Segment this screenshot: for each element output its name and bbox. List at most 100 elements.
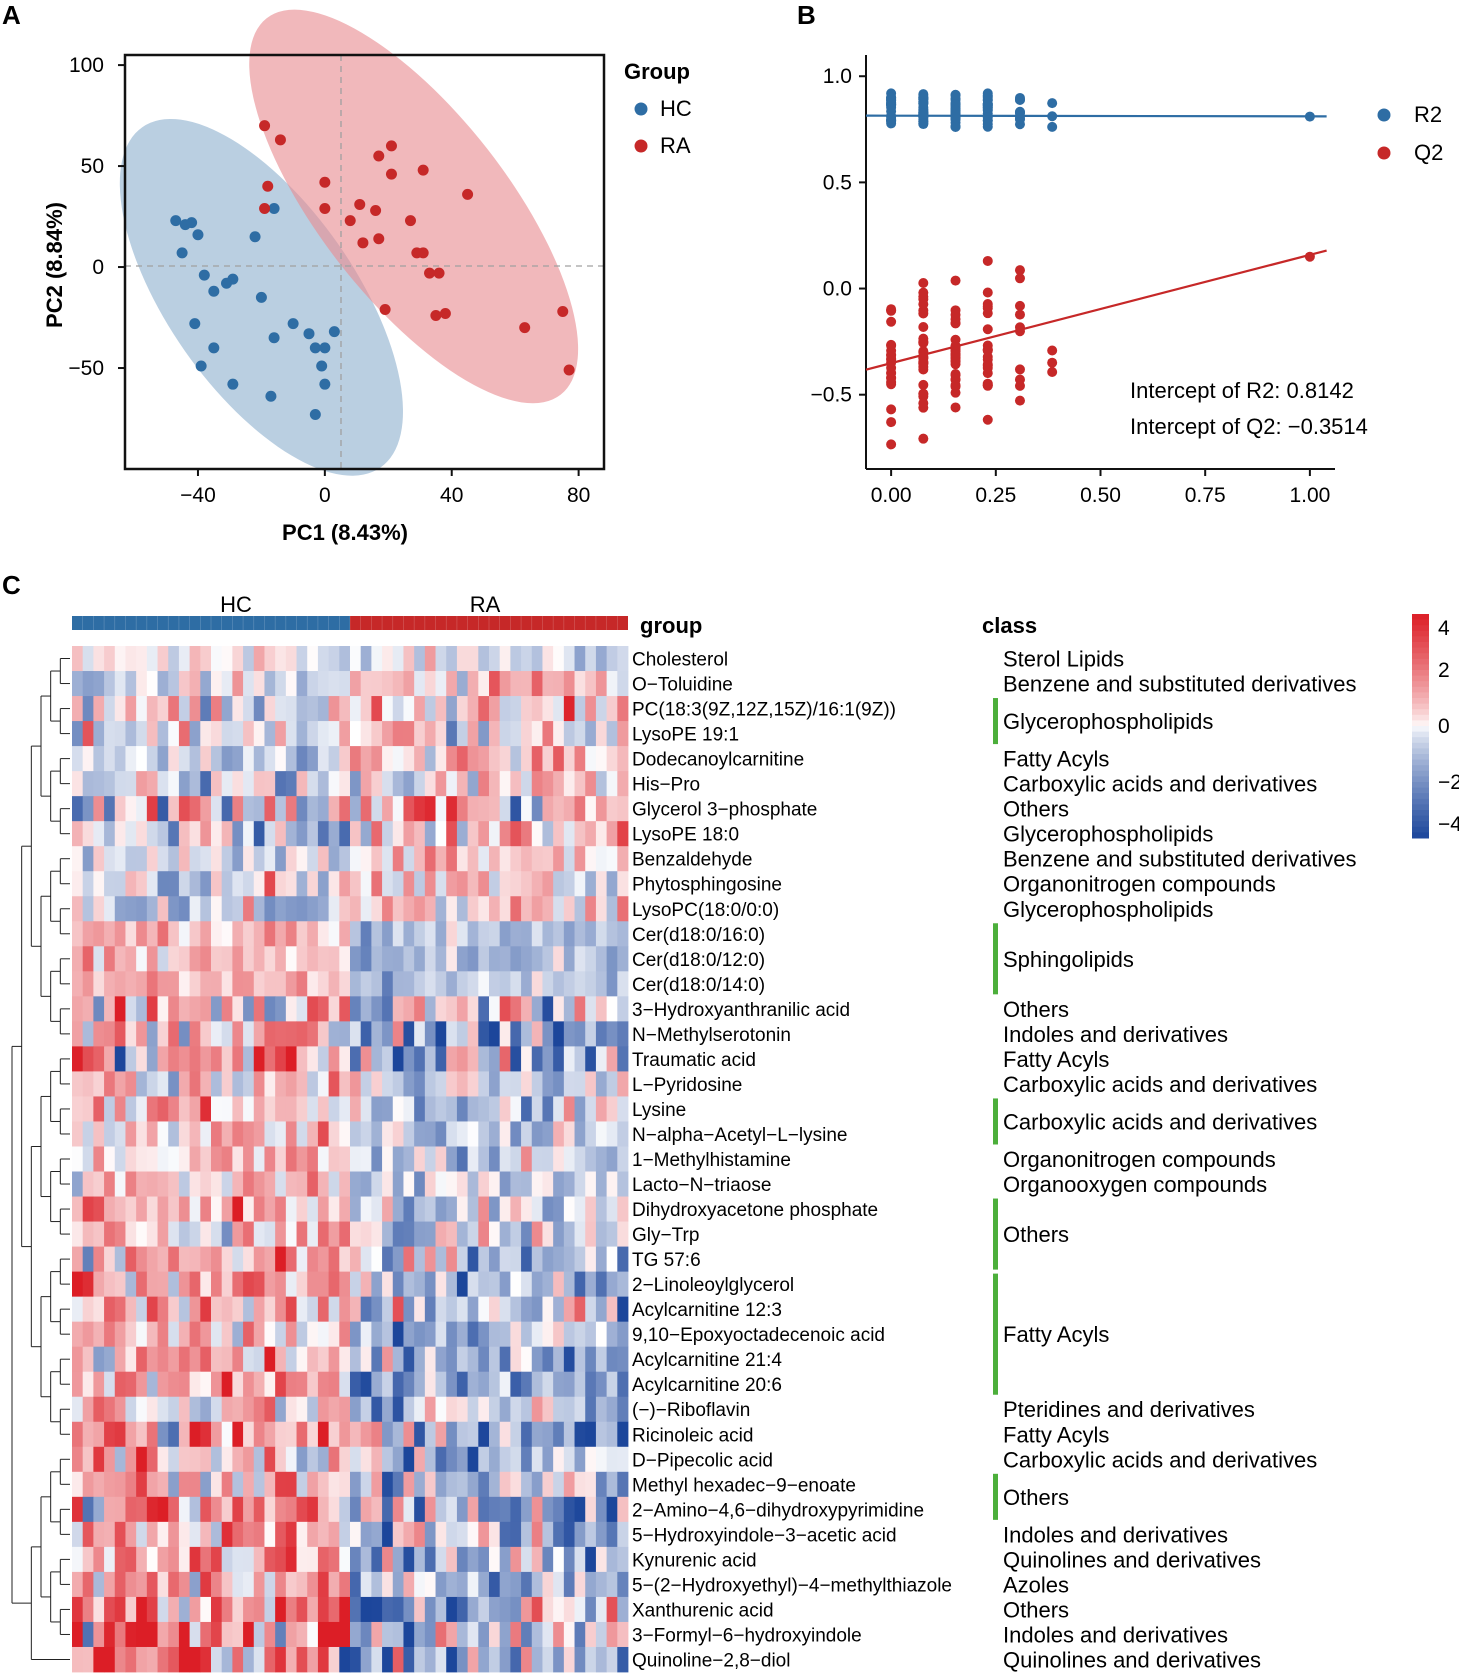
heatmap-cell <box>307 1196 319 1222</box>
heatmap-cell <box>211 1371 223 1398</box>
heatmap-cell <box>275 1546 287 1573</box>
heatmap-cell <box>157 921 169 947</box>
heatmap-cell <box>104 1421 116 1448</box>
heatmap-cell <box>531 1121 543 1147</box>
heatmap-cell <box>595 1346 608 1373</box>
heatmap-cell <box>307 771 319 797</box>
heatmap-cell <box>553 1346 565 1373</box>
heatmap-cell <box>521 1121 533 1147</box>
heatmap-cell <box>392 1571 404 1598</box>
heatmap-cell <box>606 871 618 897</box>
colorbar-segment <box>1412 658 1429 665</box>
heatmap-cell <box>585 1121 597 1147</box>
heatmap-cell <box>510 1396 522 1423</box>
heatmap-cell <box>510 1271 522 1298</box>
heatmap-cell <box>200 971 212 997</box>
heatmap-cell <box>414 1096 426 1122</box>
heatmap-cell <box>510 1546 522 1573</box>
heatmap-cell <box>392 1021 404 1047</box>
heatmap-cell <box>211 996 223 1022</box>
heatmap-cell <box>478 1446 490 1473</box>
heatmap-cell <box>296 1396 308 1423</box>
ra-point <box>433 267 445 279</box>
heatmap-cell <box>392 1421 404 1448</box>
heatmap-cell <box>403 971 415 997</box>
heatmap-cell <box>606 721 618 747</box>
heatmap-cell <box>296 1421 308 1448</box>
heatmap-cell <box>392 896 404 922</box>
heatmap-cell <box>553 721 565 747</box>
class-label: Fatty Acyls <box>1003 1322 1109 1347</box>
heatmap-cell <box>424 1621 436 1648</box>
heatmap-cell <box>125 821 137 847</box>
heatmap-cell <box>253 1371 265 1398</box>
heatmap-cell <box>243 1571 255 1598</box>
heatmap-cell <box>307 1421 319 1448</box>
row-label: 5−Hydroxyindole−3−acetic acid <box>632 1525 897 1546</box>
heatmap-cell <box>542 1121 554 1147</box>
heatmap-cell <box>456 1046 469 1072</box>
heatmap-cell <box>499 1496 511 1523</box>
heatmap-cell <box>339 971 351 997</box>
class-label: Organonitrogen compounds <box>1003 1147 1276 1172</box>
heatmap-cell <box>264 646 276 672</box>
class-label: Indoles and derivatives <box>1003 1522 1228 1547</box>
heatmap-cell <box>189 896 201 922</box>
heatmap-cell <box>104 1071 116 1097</box>
heatmap-cell <box>136 1546 148 1573</box>
heatmap-cell <box>424 1221 436 1247</box>
q2-point <box>1047 357 1058 368</box>
heatmap-cell <box>531 1471 543 1498</box>
heatmap-cell <box>211 1496 223 1523</box>
heatmap-cell <box>296 671 308 697</box>
heatmap-cell <box>328 1521 340 1548</box>
heatmap-cell <box>371 1121 383 1147</box>
heatmap-cell <box>307 1496 319 1523</box>
heatmap-cell <box>317 1371 330 1398</box>
heatmap-cell <box>296 1121 308 1147</box>
heatmap-cell <box>414 996 426 1022</box>
heatmap-cell <box>104 821 116 847</box>
heatmap-cell <box>563 1171 575 1197</box>
heatmap-cell <box>275 771 287 797</box>
heatmap-cell <box>606 1421 618 1448</box>
heatmap-cell <box>200 1646 212 1673</box>
heatmap-cell <box>424 746 436 772</box>
heatmap-cell <box>499 696 511 722</box>
heatmap-cell <box>574 1321 586 1348</box>
row-label: Benzaldehyde <box>632 850 752 871</box>
heatmap-cell <box>392 1596 404 1623</box>
heatmap-cell <box>446 1446 458 1473</box>
heatmap-cell <box>456 1396 469 1423</box>
heatmap-cell <box>446 1496 458 1523</box>
heatmap-cell <box>531 1421 543 1448</box>
heatmap-cell <box>114 1096 126 1122</box>
heatmap-cell <box>531 1596 543 1623</box>
heatmap-cell <box>114 1621 126 1648</box>
heatmap-cell <box>595 1371 608 1398</box>
heatmap-cell <box>275 746 287 772</box>
heatmap-cell <box>371 1296 383 1323</box>
heatmap-cell <box>574 1396 586 1423</box>
heatmap-cell <box>542 1471 554 1498</box>
heatmap-cell <box>446 1071 458 1097</box>
heatmap-cell <box>382 1021 394 1047</box>
heatmap-cell <box>414 746 426 772</box>
heatmap-cell <box>93 1021 105 1047</box>
heatmap-cell <box>146 821 158 847</box>
group-bar-ra <box>350 616 628 630</box>
heatmap-cell <box>243 1421 255 1448</box>
heatmap-cell <box>243 1021 255 1047</box>
heatmap-cell <box>178 1546 191 1573</box>
heatmap-cell <box>136 771 148 797</box>
heatmap-cell <box>146 946 158 972</box>
heatmap-cell <box>510 921 522 947</box>
heatmap-cell <box>328 1571 340 1598</box>
row-label: Acylcarnitine 20:6 <box>632 1375 782 1396</box>
heatmap-cell <box>136 1621 148 1648</box>
heatmap-cell <box>499 1146 511 1172</box>
heatmap-cell <box>339 1271 351 1298</box>
heatmap-cell <box>553 1296 565 1323</box>
heatmap-cell <box>606 646 618 672</box>
